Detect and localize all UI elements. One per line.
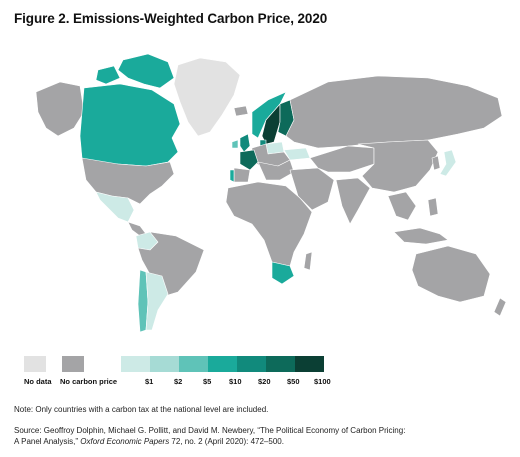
- legend-swatch-50: [266, 356, 295, 372]
- legend-label-20: $20: [258, 377, 271, 386]
- region-south-africa: [271, 261, 295, 285]
- map-legend: No data No carbon price $1 $2 $5 $10 $20…: [24, 356, 504, 392]
- legend-label-1: $1: [145, 377, 154, 386]
- region-new-zealand: [493, 297, 507, 317]
- legend-label-5: $5: [203, 377, 212, 386]
- region-india: [335, 177, 371, 225]
- legend-swatch-100: [295, 356, 324, 372]
- region-france: [239, 149, 259, 171]
- region-southeast-asia: [387, 191, 417, 221]
- legend-label-no-data: No data: [24, 377, 52, 386]
- region-greenland: [173, 57, 241, 137]
- source-line-1: Source: Geoffroy Dolphin, Michael G. Pol…: [14, 426, 406, 435]
- legend-swatch-2: [150, 356, 179, 372]
- figure-note: Note: Only countries with a carbon tax a…: [14, 405, 269, 414]
- legend-swatch-1: [121, 356, 150, 372]
- region-spain: [233, 167, 251, 183]
- world-map: [35, 53, 507, 333]
- region-philippines: [427, 197, 439, 217]
- region-madagascar: [303, 251, 313, 271]
- region-united-kingdom: [239, 133, 251, 153]
- legend-label-no-carbon-price: No carbon price: [60, 377, 118, 386]
- region-iceland: [233, 105, 249, 117]
- source-line-2-post: 72, no. 2 (April 2020): 472–500.: [169, 437, 284, 446]
- legend-swatch-no-data: [24, 356, 46, 372]
- legend-swatch-10: [208, 356, 237, 372]
- region-russia: [285, 75, 503, 149]
- legend-label-50: $50: [287, 377, 300, 386]
- region-alaska: [35, 81, 85, 137]
- legend-swatch-20: [237, 356, 266, 372]
- legend-label-10: $10: [229, 377, 242, 386]
- region-indonesia: [393, 227, 449, 245]
- region-canada: [79, 83, 181, 167]
- source-line-2-pre: A Panel Analysis,”: [14, 437, 81, 446]
- legend-label-2: $2: [174, 377, 183, 386]
- legend-swatch-5: [179, 356, 208, 372]
- region-africa: [225, 181, 313, 267]
- region-korea: [431, 155, 441, 171]
- region-portugal: [229, 169, 235, 183]
- figure-source: Source: Geoffroy Dolphin, Michael G. Pol…: [14, 425, 509, 447]
- region-australia: [411, 245, 491, 303]
- region-ireland: [231, 139, 239, 149]
- region-japan: [439, 149, 457, 177]
- legend-swatch-no-carbon-price: [62, 356, 84, 372]
- region-arctic-island-west: [95, 65, 121, 85]
- region-china: [357, 139, 439, 193]
- source-journal: Oxford Economic Papers: [80, 437, 170, 446]
- region-arctic-islands: [117, 53, 175, 89]
- region-central-asia: [309, 145, 375, 173]
- figure-title: Figure 2. Emissions-Weighted Carbon Pric…: [14, 11, 328, 26]
- region-united-states: [81, 157, 175, 205]
- region-argentina: [145, 271, 169, 331]
- legend-label-100: $100: [314, 377, 331, 386]
